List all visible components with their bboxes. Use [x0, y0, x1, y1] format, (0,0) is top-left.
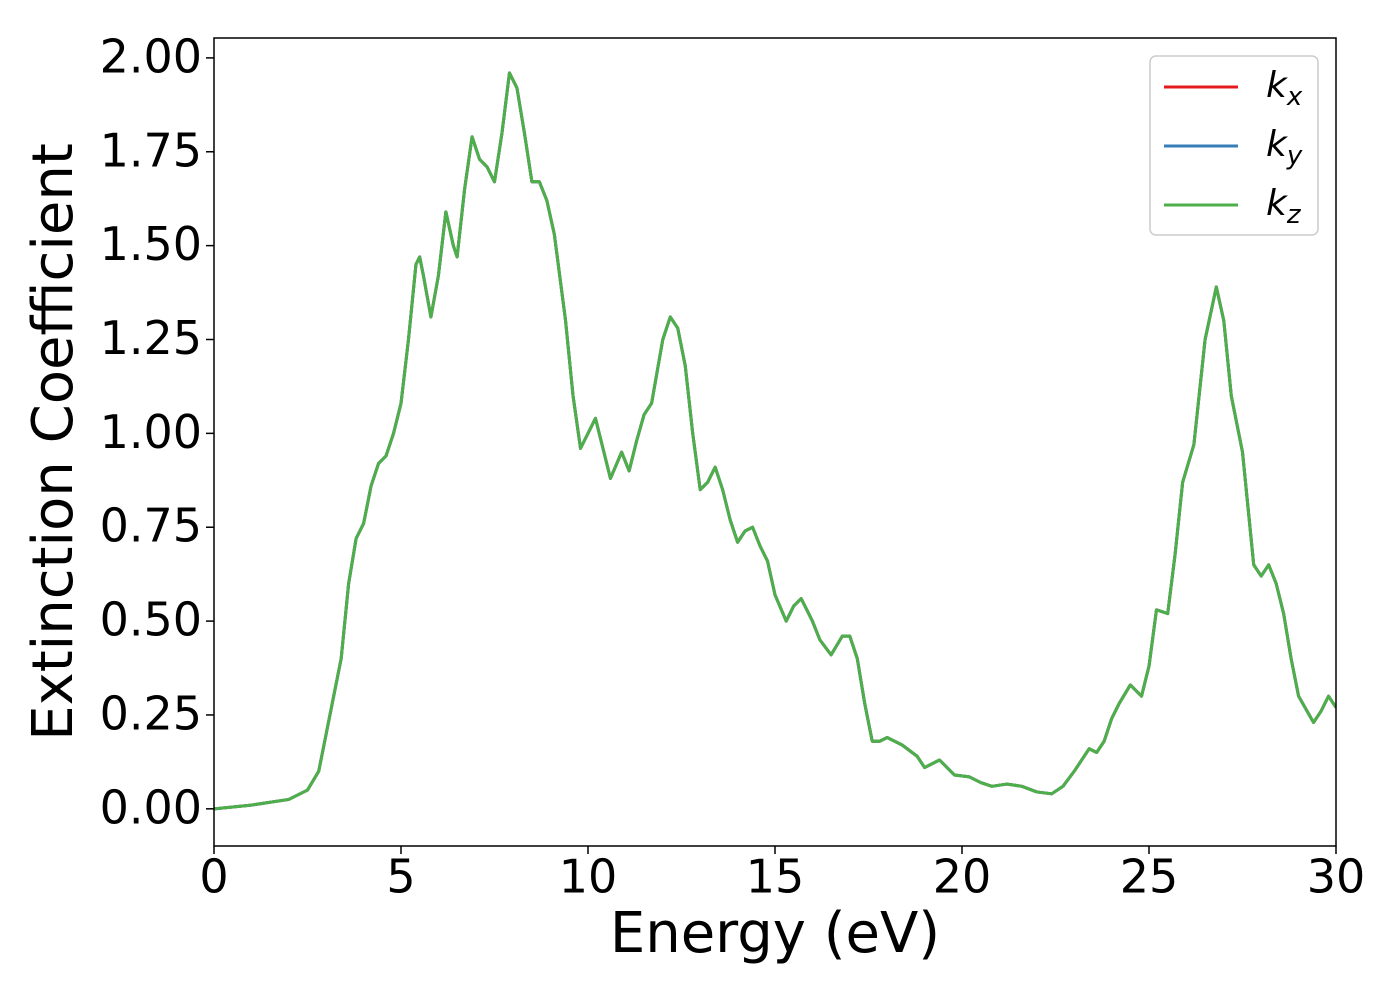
x-tick-label: 5	[386, 850, 415, 904]
x-tick-label: 15	[746, 850, 805, 904]
y-tick-label: 1.00	[100, 405, 202, 459]
y-axis-label: Extinction Coefficient	[21, 143, 86, 741]
legend-label: kz	[1266, 183, 1302, 230]
plot-area	[214, 71, 1336, 811]
axes-frame	[213, 37, 1337, 847]
legend-label: kx	[1266, 65, 1303, 112]
y-tick-label: 0.25	[100, 686, 202, 740]
x-tick-label: 25	[1120, 850, 1179, 904]
y-tick-label: 0.75	[100, 499, 202, 553]
x-axis-label: Energy (eV)	[610, 901, 940, 966]
x-tick-label: 20	[933, 850, 992, 904]
y-tick-label: 0.50	[100, 593, 202, 647]
y-tick-label: 2.00	[100, 29, 202, 83]
y-tick-label: 1.25	[100, 311, 202, 365]
x-tick-label: 10	[559, 850, 618, 904]
y-tick-label: 1.75	[100, 123, 202, 177]
x-tick-label: 30	[1307, 850, 1366, 904]
x-tick-label: 0	[199, 850, 228, 904]
y-tick-label: 0.00	[100, 780, 202, 834]
legend-label: ky	[1266, 124, 1303, 171]
y-tick-label: 1.50	[100, 217, 202, 271]
data-line	[214, 71, 1336, 811]
